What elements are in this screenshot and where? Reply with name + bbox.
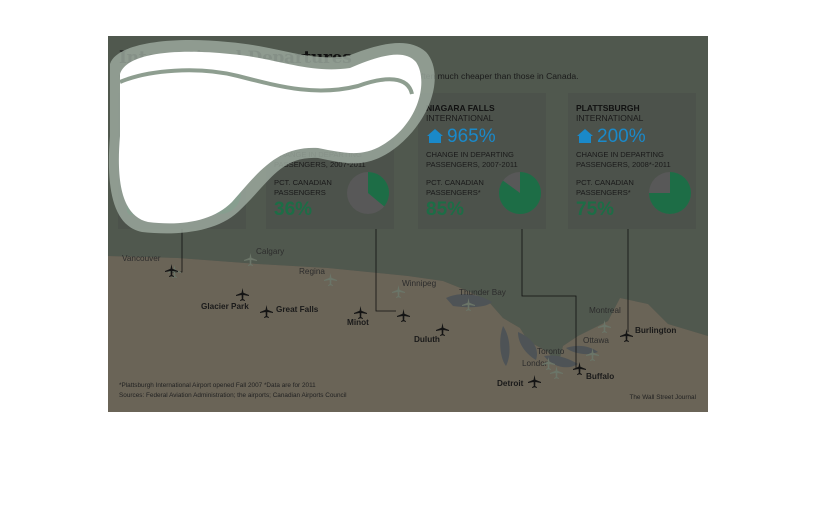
pie-slice-canadian	[368, 172, 390, 207]
pct-canadian-value: 75%	[576, 199, 615, 220]
city-label: Montreal	[589, 306, 621, 315]
city-label: London	[522, 359, 550, 368]
caption-line: PASSENGERS, 2007-2011	[426, 159, 518, 169]
city-label: Winnipeg	[402, 279, 437, 288]
pct-caption: PCT. CANADIAN PASSENGERS*	[426, 178, 484, 197]
house-shape	[427, 129, 443, 143]
airport-card: NIAGARA FALLS INTERNATIONAL 965% CHANGE IN …	[418, 93, 546, 229]
leader-lines	[170, 229, 629, 368]
airplane-shape	[598, 320, 611, 333]
city-label: Regina	[299, 267, 325, 276]
pie-slice-canadian	[649, 172, 691, 214]
source-note: Sources: Federal Aviation Administration…	[119, 392, 347, 399]
airplane-shape	[236, 288, 249, 301]
airplane-icon	[397, 309, 410, 322]
airplane-shape	[168, 265, 181, 278]
city-label: Burlington	[635, 326, 677, 335]
airplane-icon	[573, 362, 586, 375]
airport-name: NIAGARA FALLS	[426, 103, 495, 113]
airplane-shape	[573, 362, 586, 375]
pct-canadian-value: 36%	[274, 199, 313, 220]
airplane-shape	[542, 357, 555, 370]
house-icon	[427, 129, 443, 143]
airplane-shape	[620, 329, 633, 342]
infographic: International Departures Canadians are b…	[108, 36, 708, 412]
house-icon	[577, 129, 593, 143]
city-label: Great Falls	[276, 305, 319, 314]
credit: The Wall Street Journal	[629, 394, 696, 401]
city-label: Glacier Park	[201, 302, 249, 311]
city-label: Toronto	[537, 347, 565, 356]
airplane-shape	[260, 305, 273, 318]
airplane-icon	[462, 298, 475, 311]
pct-canadian-value: 85%	[426, 199, 465, 220]
caption-line: PASSENGERS	[274, 187, 326, 197]
airplane-icon	[528, 375, 541, 388]
airport-card: PLATTSBURGH INTERNATIONAL 200% CHANGE IN DE…	[568, 93, 696, 229]
change-value: 965%	[447, 126, 496, 147]
pie-slice-canadian	[499, 172, 542, 214]
scribble-inner	[118, 51, 422, 224]
airplane-icon	[168, 265, 181, 278]
caption-line: CHANGE IN DEPARTING	[426, 150, 514, 159]
airplane-icon	[354, 306, 367, 319]
city-label: Duluth	[414, 335, 440, 344]
airplane-icon	[620, 329, 633, 342]
caption-line: PASSENGERS, 2007-2011	[274, 159, 366, 169]
house-shape	[577, 129, 593, 143]
caption-line: CHANGE IN DEPARTING	[576, 150, 664, 159]
airplane-shape	[324, 273, 337, 286]
airplane-icon	[550, 366, 563, 379]
caption-line: PCT. CANADIAN	[576, 178, 634, 187]
airplane-icon	[244, 253, 257, 266]
airplane-shape	[397, 309, 410, 322]
airplane-shape	[550, 366, 563, 379]
airplane-shape	[244, 253, 257, 266]
city-label: Minot	[347, 318, 369, 327]
footnote: *Plattsburgh International Airport opene…	[119, 382, 316, 389]
scribble-stroke	[119, 68, 414, 95]
caption-line: PASSENGERS*	[426, 187, 481, 197]
caption-line: PASSENGERS, 2008*-2011	[576, 159, 671, 169]
airplane-shape	[586, 348, 599, 361]
airplane-shape	[528, 375, 541, 388]
city-label: Calgary	[256, 247, 285, 256]
change-caption: CHANGE IN DEPARTING PASSENGERS, 2008*-201…	[576, 150, 671, 169]
change-value: 200%	[597, 126, 646, 147]
airplane-icon	[260, 305, 273, 318]
city-label: Vancouver	[122, 254, 161, 263]
caption-line: PCT. CANADIAN	[274, 178, 332, 187]
airplane-shape	[436, 323, 449, 336]
airplane-icon	[392, 285, 405, 298]
airplane-shape	[462, 298, 475, 311]
airplane-icon	[324, 273, 337, 286]
city-label: Detroit	[497, 379, 524, 388]
airplane-shape	[392, 285, 405, 298]
airplane-icon	[436, 323, 449, 336]
airplane-icon	[586, 348, 599, 361]
airport-type: INTERNATIONAL	[426, 113, 494, 123]
annotation-scribble	[108, 40, 435, 234]
airplane-icon	[165, 264, 178, 277]
city-label: Buffalo	[586, 372, 615, 381]
airplane-shape	[354, 306, 367, 319]
airport-type: INTERNATIONAL	[576, 113, 644, 123]
city-label: Thunder Bay	[459, 288, 506, 297]
pie-chart	[649, 172, 691, 214]
pct-caption: PCT. CANADIAN PASSENGERS*	[576, 178, 634, 197]
pie-chart	[499, 172, 542, 214]
airplane-icon	[598, 320, 611, 333]
caption-line: PASSENGERS*	[576, 187, 631, 197]
pie-chart	[347, 172, 390, 214]
caption-line: PCT. CANADIAN	[426, 178, 484, 187]
great-lakes	[446, 294, 598, 368]
city-label: Ottawa	[583, 336, 609, 345]
airport-name: PLATTSBURGH	[576, 103, 640, 113]
airplane-icon	[542, 357, 555, 370]
airplane-shape	[165, 264, 178, 277]
airplane-icon	[236, 288, 249, 301]
